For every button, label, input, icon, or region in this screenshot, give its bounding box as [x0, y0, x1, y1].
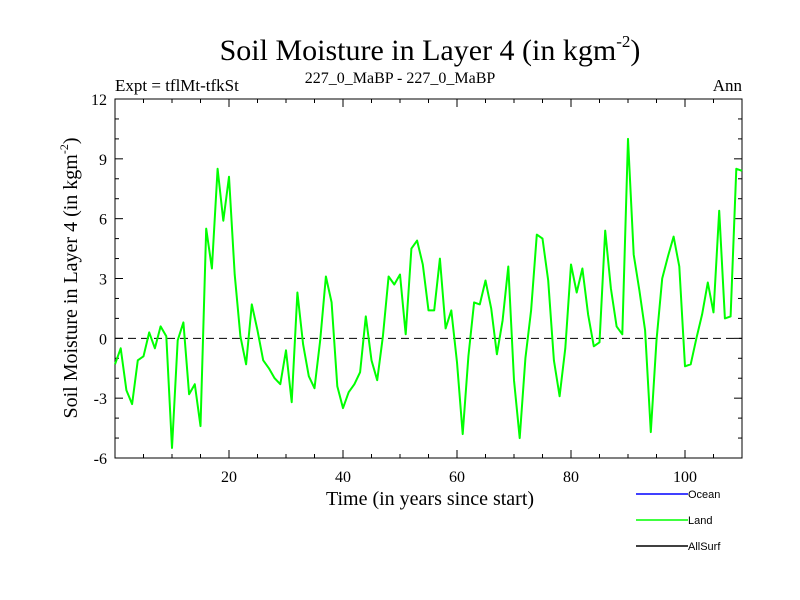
chart-title-superscript: -2: [616, 32, 630, 51]
plot-frame: [114, 98, 743, 459]
y-axis-label-end: ): [60, 137, 82, 144]
series-line-land: [114, 137, 743, 449]
x-tick-label: 60: [449, 469, 465, 486]
y-tick-label: -6: [94, 451, 107, 468]
plot-area: [114, 98, 743, 459]
y-tick-label: 0: [99, 331, 107, 348]
legend: Ocean Land AllSurf: [636, 489, 721, 553]
legend-label-land: Land: [688, 515, 712, 527]
subtitle-left: Expt = tflMt-tfkSt: [115, 76, 239, 95]
x-tick-label: 100: [673, 469, 697, 486]
y-tick-label: 3: [99, 272, 107, 289]
x-axis-label: Time (in years since start): [326, 488, 534, 510]
y-axis-label: Soil Moisture in Layer 4 (in kgm-2): [57, 137, 82, 418]
chart-title-end: ): [630, 34, 640, 67]
y-tick-label: 12: [91, 92, 107, 109]
x-tick-label: 80: [563, 469, 579, 486]
subtitle-right: Ann: [713, 76, 743, 95]
y-tick-labels: -6 -3 0 3 6 9 12: [91, 92, 107, 468]
legend-label-allsurf: AllSurf: [688, 541, 721, 553]
legend-label-ocean: Ocean: [688, 489, 720, 501]
subtitle-center: 227_0_MaBP - 227_0_MaBP: [305, 70, 496, 87]
y-axis-label-superscript: -2: [57, 144, 71, 154]
x-tick-labels: 20 40 60 80 100: [221, 469, 697, 486]
chart-title: Soil Moisture in Layer 4 (in kgm-2): [220, 32, 641, 67]
x-tick-label: 40: [335, 469, 351, 486]
chart-title-main: Soil Moisture in Layer 4 (in kgm: [220, 34, 617, 67]
series-layer: [114, 137, 743, 449]
x-tick-label: 20: [221, 469, 237, 486]
y-tick-label: -3: [94, 391, 107, 408]
y-tick-label: 6: [99, 212, 107, 229]
axis-ticks: [115, 99, 742, 458]
y-axis-label-main: Soil Moisture in Layer 4 (in kgm: [60, 154, 82, 419]
y-tick-label: 9: [99, 152, 107, 169]
